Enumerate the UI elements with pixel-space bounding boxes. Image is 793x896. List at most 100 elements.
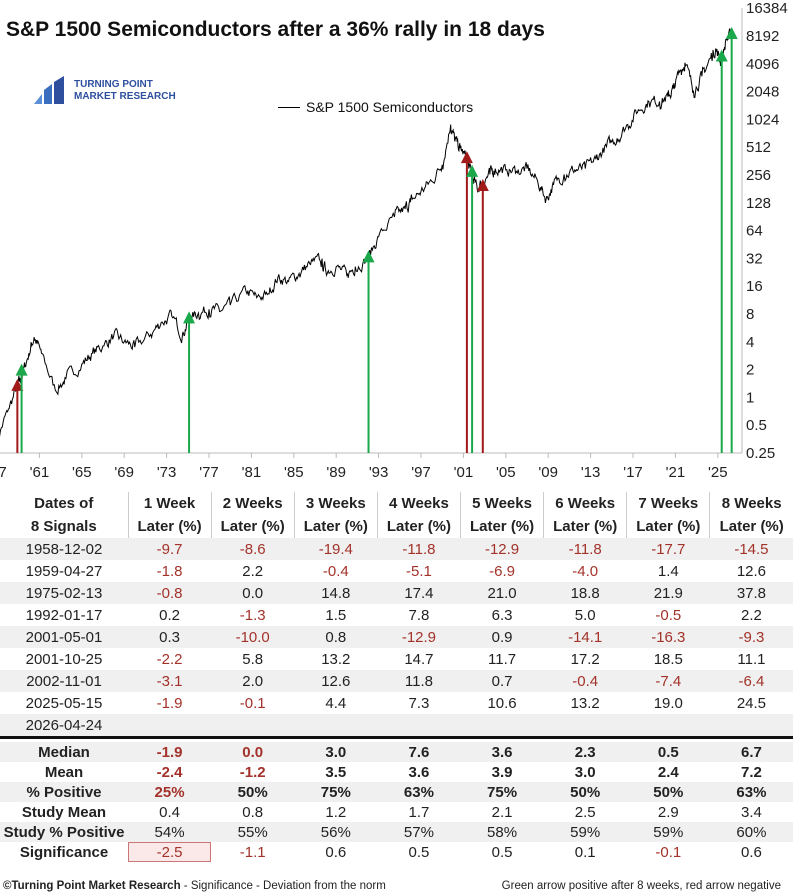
cell-return: 13.2 xyxy=(570,694,600,712)
cell-return: 0.9 xyxy=(460,626,544,648)
cell-return: -6.4 xyxy=(709,670,793,692)
summary-value: 0.1 xyxy=(574,843,596,861)
x-tick-label: '81 xyxy=(242,464,262,481)
y-tick-label: 512 xyxy=(746,139,771,156)
cell-return: 17.2 xyxy=(570,650,600,668)
y-tick-label: 4096 xyxy=(746,56,779,73)
cell-return: -10.0 xyxy=(211,626,295,648)
x-tick-label: '21 xyxy=(666,464,686,481)
summary-value: 2.9 xyxy=(657,803,679,821)
y-tick-label: 256 xyxy=(746,167,771,184)
price-chart: 16384 8192 4096 2048 1024 512 256 128 64 32 16 8 4 2 1… xyxy=(0,0,788,481)
y-tick-label: 2 xyxy=(746,362,754,379)
cell-return xyxy=(709,714,793,738)
summary-value: 56% xyxy=(294,822,378,842)
x-tick-label: '65 xyxy=(72,464,92,481)
cell-return: 18.5 xyxy=(653,650,683,668)
legend-line-swatch xyxy=(278,106,300,108)
summary-value: 2.3 xyxy=(543,742,627,762)
cell-return: -12.9 xyxy=(460,538,544,560)
summary-row: Study Mean 0.4 0.8 1.2 1.7 2.1 2.5 2.9 3.4 xyxy=(0,802,793,822)
column-subheader: Later (%) xyxy=(210,515,295,538)
summary-row: Significance -2.5 -1.1 0.6 0.5 0.5 0.1 -0.1 0.6 xyxy=(0,842,793,862)
summary-value: 3.6 xyxy=(460,742,544,762)
chart-title: S&P 1500 Semiconductors after a 36% rall… xyxy=(6,18,545,41)
chart-legend: S&P 1500 Semiconductors xyxy=(278,99,473,115)
y-tick-label: 1 xyxy=(746,389,754,406)
summary-label: Significance xyxy=(19,843,109,861)
table-row: 2002-11-01 -3.1 2.0 12.6 11.8 0.7 -0.4 -7.4 -6.4 xyxy=(0,670,793,692)
cell-return: 7.8 xyxy=(408,606,430,624)
summary-value: 1.7 xyxy=(408,803,430,821)
summary-value: -2.5 xyxy=(128,842,212,862)
summary-label: Study % Positive xyxy=(0,822,128,842)
cell-return: -0.4 xyxy=(322,562,349,580)
summary-value: 63% xyxy=(709,782,793,802)
x-tick-label: '05 xyxy=(496,464,516,481)
summary-label: Median xyxy=(0,742,128,762)
summary-row: Mean -2.4 -1.2 3.5 3.6 3.9 3.0 2.4 7.2 xyxy=(0,762,793,782)
cell-return: 2.2 xyxy=(741,606,762,624)
summary-value: -2.4 xyxy=(156,763,183,781)
x-tick-label: '85 xyxy=(284,464,304,481)
x-tick-label: '93 xyxy=(369,464,389,481)
column-header: Dates of xyxy=(34,495,94,512)
table-row: 2026-04-24 xyxy=(0,714,793,738)
x-tick-label: '89 xyxy=(326,464,346,481)
summary-row: % Positive 25% 50% 75% 63% 75% 50% 50% 63% xyxy=(0,782,793,802)
column-subheader: Later (%) xyxy=(127,515,212,538)
signal-arrow-2026-04-24 xyxy=(725,26,738,39)
signal-arrow-1992-01-17 xyxy=(362,250,375,263)
cell-date: 1958-12-02 xyxy=(0,538,128,560)
table-row: 2001-05-01 0.3 -10.0 0.8 -12.9 0.9 -14.1 -16.3-… xyxy=(0,626,793,648)
cell-date: 1975-02-13 xyxy=(0,582,128,604)
cell-return xyxy=(211,714,295,738)
cell-return: 21.0 xyxy=(460,582,544,604)
cell-return: 24.5 xyxy=(736,694,767,712)
summary-value: 63% xyxy=(377,782,461,802)
cell-return: -7.4 xyxy=(626,670,710,692)
signal-arrow-2025-05-15 xyxy=(715,49,728,62)
x-tick-label: '01 xyxy=(454,464,474,481)
cell-return xyxy=(377,714,461,738)
summary-value: 3.4 xyxy=(741,803,762,821)
cell-return: 18.8 xyxy=(543,582,627,604)
cell-return: -4.0 xyxy=(572,562,599,580)
column-header: 7 Weeks xyxy=(626,492,710,515)
summary-value: 55% xyxy=(211,822,295,842)
y-tick-label: 32 xyxy=(746,250,763,267)
cell-return: -5.1 xyxy=(406,562,432,580)
cell-return: -11.8 xyxy=(543,538,627,560)
column-subheader: Later (%) xyxy=(543,515,627,538)
cell-return: -1.8 xyxy=(156,562,183,580)
summary-value: 59% xyxy=(543,822,627,842)
cell-return: -2.2 xyxy=(156,650,183,668)
x-tick-label: '25 xyxy=(708,464,728,481)
cell-return: -11.8 xyxy=(377,538,461,560)
cell-return xyxy=(626,714,710,738)
column-header: 1 Week xyxy=(127,492,212,515)
column-header: 4 Weeks xyxy=(376,492,461,515)
x-tick-label: '69 xyxy=(114,464,134,481)
summary-value: 0.6 xyxy=(325,843,347,861)
logo: TURNING POINT MARKET RESEARCH xyxy=(32,76,176,106)
column-subheader: Later (%) xyxy=(709,515,793,538)
cell-return: 4.4 xyxy=(325,694,347,712)
logo-line2: MARKET RESEARCH xyxy=(74,91,176,102)
table-row: 1992-01-17 0.2 -1.3 1.5 7.8 6.3 5.0 -0.5 2.2 xyxy=(0,604,793,626)
cell-return: 37.8 xyxy=(709,582,793,604)
y-tick-label: 16384 xyxy=(746,0,788,17)
summary-value: -1.1 xyxy=(239,843,266,861)
cell-return xyxy=(128,714,212,738)
summary-value: 60% xyxy=(709,822,793,842)
cell-return: 13.2 xyxy=(321,650,351,668)
column-subheader: Later (%) xyxy=(293,515,378,538)
cell-return: 17.4 xyxy=(377,582,461,604)
summary-value: 0.0 xyxy=(211,742,295,762)
summary-value: 3.0 xyxy=(574,763,596,781)
column-subheader: Later (%) xyxy=(376,515,461,538)
table-row: 2001-10-25 -2.2 5.8 13.2 14.7 11.7 17.2 18.5 11.… xyxy=(0,648,793,670)
signals-table: Dates of 1 Week 2 Weeks 3 Weeks 4 Weeks 5 Wee… xyxy=(0,492,793,862)
summary-value: 0.8 xyxy=(242,803,264,821)
